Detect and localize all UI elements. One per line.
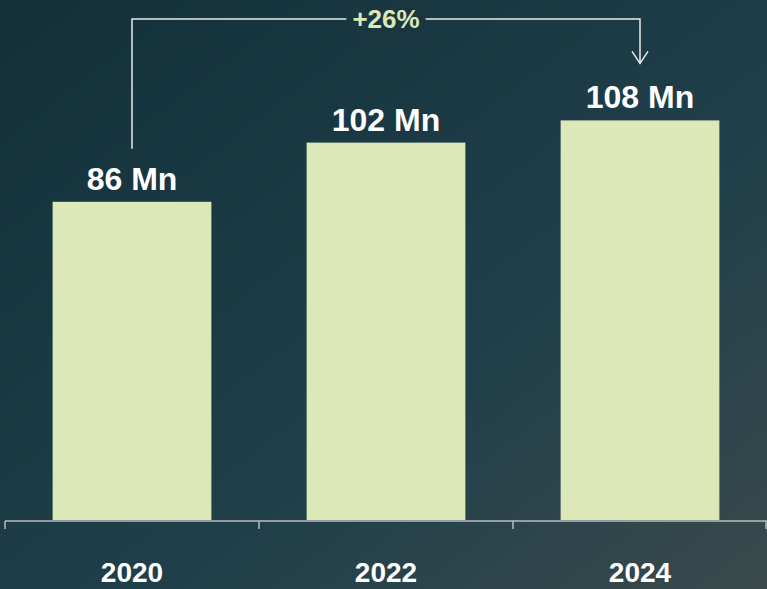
x-tick-boundary <box>258 521 260 529</box>
data-label: 108 Mn <box>586 79 694 115</box>
bar <box>53 202 212 520</box>
bars <box>53 120 720 520</box>
annotation: +26% <box>352 4 419 34</box>
annotation-arrowhead <box>632 51 648 63</box>
bar <box>561 120 720 520</box>
x-tick-label: 2024 <box>609 557 672 588</box>
data-label: 86 Mn <box>87 161 178 197</box>
x-tick-boundary <box>512 521 514 529</box>
annotation-bracket <box>132 19 640 149</box>
annotation-patch <box>346 4 425 34</box>
chart-root: 86 Mn 102 Mn 108 Mn 2020 2022 2024 +26% <box>0 0 767 589</box>
x-axis-line <box>5 520 767 522</box>
x-tick-label: 2020 <box>101 557 163 588</box>
x-tick-boundary <box>4 521 6 529</box>
background <box>0 0 767 589</box>
x-tick-label: 2022 <box>355 557 417 588</box>
data-label: 102 Mn <box>332 102 440 138</box>
bar <box>307 143 466 520</box>
x-tick-boundary <box>765 521 767 529</box>
